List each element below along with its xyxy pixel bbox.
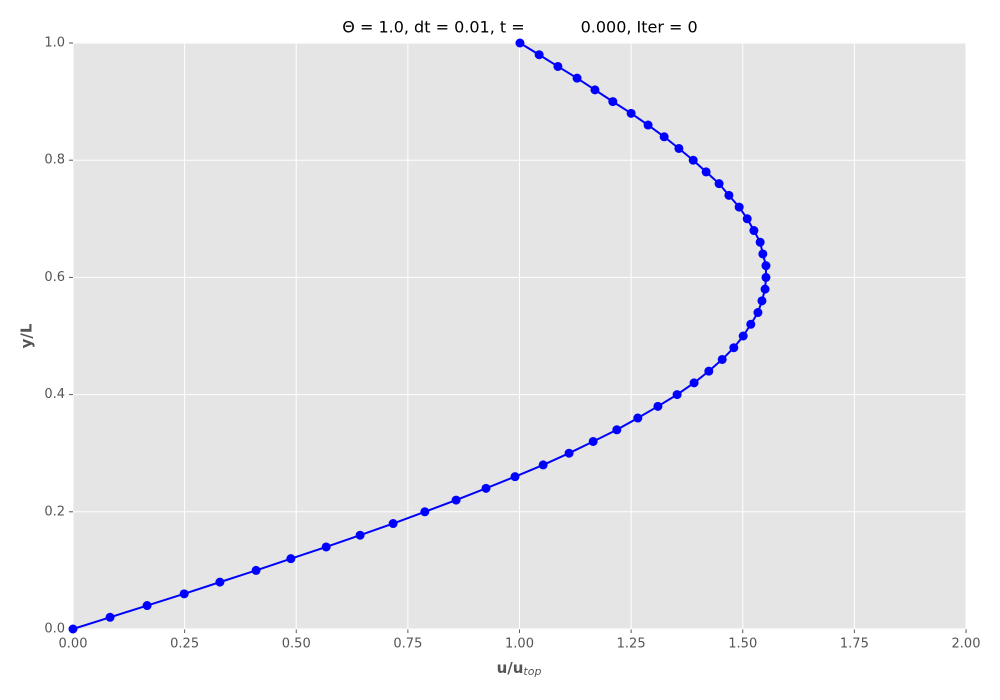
point <box>355 530 365 540</box>
y-tick-label: 0.2 <box>44 504 65 519</box>
point <box>608 97 618 107</box>
point <box>674 143 684 153</box>
chart-title: Θ = 1.0, dt = 0.01, t = 0.000, Iter = 0 <box>342 18 697 37</box>
y-tick-label: 0.6 <box>44 270 65 285</box>
x-tick-label: 1.00 <box>505 637 534 652</box>
y-tick-label: 0.4 <box>44 387 65 402</box>
y-tick-label: 1.0 <box>44 36 65 51</box>
point <box>534 50 544 60</box>
x-tick-label: 0.00 <box>59 637 88 652</box>
x-tick-label: 1.25 <box>617 637 646 652</box>
y-tick-label: 0.8 <box>44 153 65 168</box>
x-axis-label-sub: top <box>523 665 541 678</box>
point <box>251 565 261 575</box>
point <box>590 85 600 95</box>
point <box>753 308 763 318</box>
point <box>451 495 461 505</box>
point <box>105 612 115 622</box>
point <box>758 249 768 259</box>
point <box>659 132 669 142</box>
point <box>701 167 711 177</box>
point <box>142 601 152 611</box>
point <box>761 261 771 271</box>
x-tick-label: 1.75 <box>840 637 869 652</box>
point <box>286 554 296 564</box>
x-axis-label: u/utop <box>497 659 542 679</box>
point <box>653 401 663 411</box>
point <box>689 378 699 388</box>
point <box>734 202 744 212</box>
point <box>321 542 331 552</box>
point <box>704 366 714 376</box>
point <box>612 425 622 435</box>
point <box>510 472 520 482</box>
point <box>626 108 636 118</box>
x-tick-label: 2.00 <box>952 637 981 652</box>
point <box>572 73 582 83</box>
point <box>420 507 430 517</box>
x-tick-label: 0.25 <box>170 637 199 652</box>
point <box>717 354 727 364</box>
point <box>481 483 491 493</box>
point <box>538 460 548 470</box>
point <box>742 214 752 224</box>
point <box>714 179 724 189</box>
point <box>746 319 756 329</box>
point <box>388 519 398 529</box>
y-axis-label: y/L <box>18 323 36 348</box>
point <box>749 226 759 236</box>
point <box>688 155 698 165</box>
point <box>729 343 739 353</box>
point <box>215 577 225 587</box>
point <box>724 190 734 200</box>
point <box>757 296 767 306</box>
x-axis-label-main: u/u <box>497 659 524 677</box>
point <box>564 448 574 458</box>
point <box>761 272 771 282</box>
x-tick-label: 0.50 <box>282 637 311 652</box>
point <box>755 237 765 247</box>
point <box>179 589 189 599</box>
point <box>738 331 748 341</box>
point <box>68 624 78 634</box>
point <box>515 38 525 48</box>
point <box>643 120 653 130</box>
point <box>588 436 598 446</box>
point <box>760 284 770 294</box>
point <box>672 390 682 400</box>
x-tick-label: 1.50 <box>728 637 757 652</box>
point <box>633 413 643 423</box>
point <box>553 61 563 71</box>
y-tick-label: 0.0 <box>44 622 65 637</box>
x-tick-label: 0.75 <box>393 637 422 652</box>
